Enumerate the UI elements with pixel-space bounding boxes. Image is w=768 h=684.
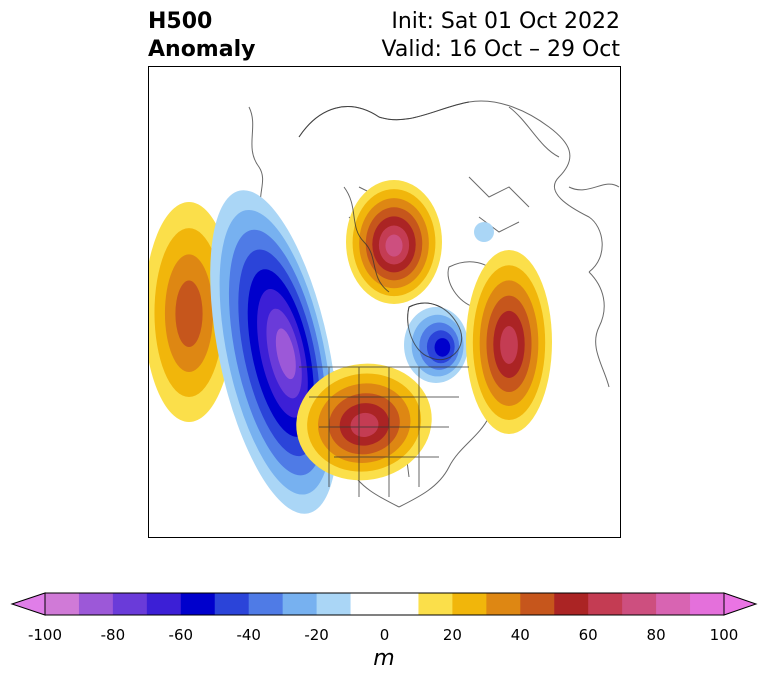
colorbar-bin	[214, 593, 250, 615]
anomaly-contour	[434, 338, 451, 357]
colorbar-bin	[690, 593, 725, 615]
colorbar-bin	[384, 593, 419, 615]
borders-overlay	[298, 101, 470, 497]
colorbar-extend-under	[10, 592, 46, 616]
colorbar-bin	[486, 593, 521, 615]
anomaly-contour	[275, 328, 296, 380]
anomaly-negative	[404, 307, 468, 383]
colorbar-bin	[316, 593, 352, 615]
anomaly-positive	[346, 180, 442, 304]
map-canvas	[149, 100, 620, 514]
colorbar-bin	[78, 593, 114, 615]
colorbar-tick-label: 40	[510, 626, 530, 644]
title-block: H500 Anomaly	[148, 8, 255, 64]
colorbar-bin	[452, 593, 487, 615]
colorbar-extend-over	[723, 592, 758, 616]
anomaly-contour	[500, 326, 518, 364]
colorbar-bin	[112, 593, 148, 615]
colorbar-tick-label: -40	[236, 626, 261, 644]
colorbar-bin	[180, 593, 216, 615]
anomaly-negative	[474, 222, 494, 242]
valid-range: Valid: 16 Oct – 29 Oct	[381, 37, 620, 62]
title-field: Anomaly	[148, 37, 256, 62]
colorbar-tick-label: -20	[304, 626, 329, 644]
anomaly-fills	[149, 180, 552, 514]
colorbar-bin	[282, 593, 318, 615]
colorbar-tick-label: -100	[27, 626, 63, 644]
colorbar-tick-label: 0	[379, 626, 390, 644]
anomaly-map	[148, 66, 621, 538]
colorbar-bin	[656, 593, 691, 615]
init-date: Init: Sat 01 Oct 2022	[391, 9, 620, 34]
colorbar-tick-label: 20	[442, 626, 462, 644]
anomaly-positive	[296, 363, 432, 481]
anomaly-contour	[350, 412, 379, 437]
title-variable: H500	[148, 9, 213, 34]
colorbar-tick-label: -80	[100, 626, 126, 644]
colorbar-units: m	[373, 646, 395, 671]
colorbar-bin	[588, 593, 623, 615]
anomaly-contour	[385, 234, 403, 257]
anomaly-contour	[474, 222, 494, 242]
colorbar-frame	[44, 592, 725, 616]
colorbar-bin	[622, 593, 657, 615]
colorbar-tick-label: -60	[168, 626, 194, 644]
colorbar	[10, 592, 758, 616]
date-block: Init: Sat 01 Oct 2022 Valid: 16 Oct – 29…	[382, 8, 620, 64]
anomaly-contour	[175, 280, 203, 348]
colorbar-bin	[418, 593, 453, 615]
colorbar-bin	[350, 593, 385, 615]
colorbar-bin	[248, 593, 284, 615]
colorbar-tick-label: 80	[646, 626, 666, 644]
colorbar-tick-label: 100	[709, 626, 739, 644]
colorbar-bin	[45, 593, 80, 615]
colorbar-bin	[520, 593, 555, 615]
colorbar-tick-label: 60	[578, 626, 598, 644]
colorbar-bin	[554, 593, 589, 615]
colorbar-bin	[146, 593, 182, 615]
anomaly-positive	[466, 250, 552, 434]
